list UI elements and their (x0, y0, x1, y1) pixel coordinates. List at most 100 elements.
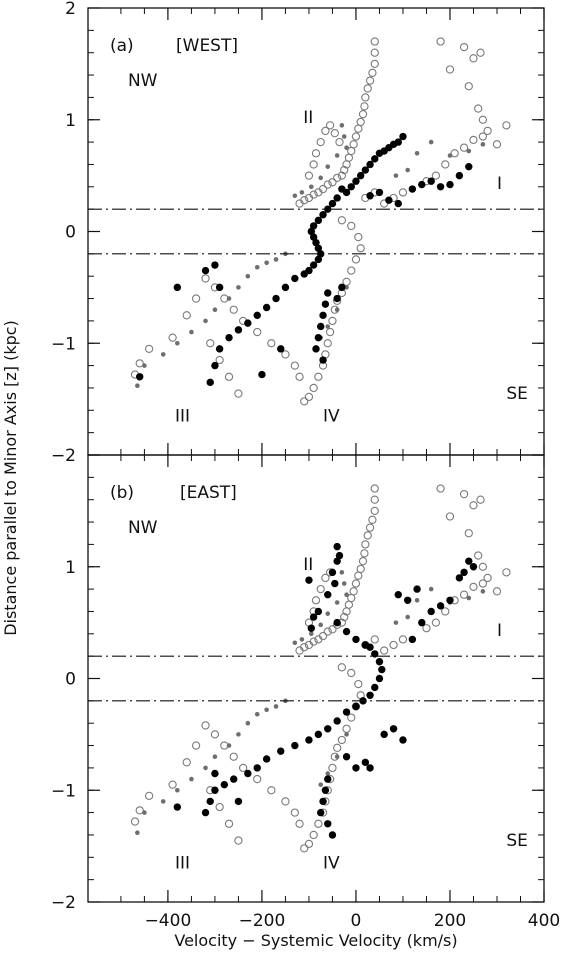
black-dot-point (375, 188, 384, 197)
black-dot-point (403, 596, 412, 604)
gray-dot-point (273, 704, 279, 709)
open-circle-point (450, 149, 459, 158)
open-circle-point (344, 153, 354, 162)
open-circle-point (304, 640, 314, 650)
open-circle-point (476, 48, 485, 57)
black-dot-point (314, 216, 323, 225)
gray-dot-point (405, 167, 410, 173)
y-tick-label: 0 (65, 670, 76, 690)
open-circle-point (459, 143, 469, 152)
black-dot-point (465, 557, 473, 565)
open-circle-point (474, 104, 483, 113)
open-circle-point (358, 110, 368, 119)
black-dot-point (342, 753, 351, 761)
black-dot-point (324, 820, 332, 828)
black-dot-point (347, 183, 355, 191)
open-circle-point (370, 37, 379, 46)
region-label: SE (506, 384, 528, 404)
black-dot-point (281, 283, 290, 292)
black-dot-point (378, 665, 386, 674)
black-dot-point (211, 261, 219, 269)
y-tick-label: −1 (51, 781, 76, 801)
open-circle-point (370, 495, 379, 504)
x-tick-label: −200 (239, 911, 286, 931)
black-dot-point (314, 730, 323, 739)
open-circle-point (295, 199, 304, 208)
gray-dot-point (254, 264, 260, 270)
black-dot-point (307, 624, 315, 632)
open-circle-point (459, 489, 469, 499)
black-dot-point (342, 627, 351, 636)
open-circle-point (295, 372, 304, 381)
black-dot-point (366, 160, 374, 169)
region-label: IV (323, 406, 340, 426)
region-label: IV (323, 853, 340, 873)
region-label: II (303, 108, 313, 128)
open-circle-point (422, 624, 431, 633)
open-circle-point (314, 188, 323, 197)
black-dot-point (361, 166, 370, 174)
open-circle-point (311, 596, 321, 605)
y-tick-label: −2 (51, 893, 76, 913)
open-circle-point (370, 635, 379, 644)
open-circle-point (300, 844, 309, 853)
open-circle-point (321, 573, 330, 583)
open-circle-point (342, 160, 351, 169)
open-circle-point (234, 389, 243, 398)
black-dot-point (201, 266, 210, 275)
x-axis-title: Velocity − Systemic Velocity (km/s) (174, 931, 457, 950)
black-dot-point (258, 370, 266, 379)
open-circle-point (464, 529, 473, 538)
black-dot-point (328, 568, 337, 577)
region-label: NW (128, 71, 158, 91)
open-circle-point (335, 137, 344, 147)
open-circle-point (380, 646, 389, 655)
black-dot-point (314, 333, 323, 342)
open-circle-point (253, 774, 262, 784)
open-circle-point (135, 806, 144, 815)
gray-dot-point (245, 720, 251, 726)
open-circle-point (267, 339, 276, 348)
black-dot-point (211, 361, 219, 370)
black-dot-point (324, 725, 332, 733)
open-circle-point (361, 93, 370, 102)
open-circle-point (210, 730, 220, 739)
black-dot-point (366, 192, 374, 200)
open-circle-point (309, 383, 318, 393)
open-circle-point (191, 741, 201, 750)
gray-dot-point (318, 782, 324, 787)
x-tick-label: −400 (145, 911, 192, 931)
black-dot-point (385, 196, 393, 204)
open-circle-point (333, 743, 342, 752)
gray-dot-point (226, 743, 232, 748)
open-circle-point (304, 171, 314, 180)
black-dot-point (333, 618, 341, 627)
open-circle-point (363, 531, 372, 540)
black-dot-point (328, 831, 337, 839)
gray-dot-point (466, 595, 472, 601)
open-circle-point (144, 344, 154, 353)
black-dot-point (436, 602, 445, 610)
black-dot-point (465, 162, 473, 171)
gray-dot-point (212, 307, 218, 313)
open-circle-point (290, 361, 299, 370)
open-circle-point (314, 819, 323, 828)
gray-dot-point (160, 799, 166, 804)
black-dot-point (272, 294, 280, 303)
open-circle-point (436, 484, 445, 493)
open-circle-point (206, 339, 215, 348)
gray-dot-point (325, 164, 331, 169)
open-circle-point (191, 294, 201, 303)
gray-dot-point (189, 329, 194, 335)
open-circle-point (431, 171, 441, 180)
black-dot-point (418, 618, 426, 627)
black-dot-point (371, 683, 379, 692)
open-circle-point (224, 819, 234, 828)
black-dot-point (321, 786, 330, 794)
gray-dot-point (318, 622, 324, 628)
gray-dot-point (292, 640, 298, 646)
black-dot-point (352, 764, 360, 772)
axes: −2 −1 0 1 −400 −200 0 200 400 (51, 454, 560, 931)
open-circle-point (347, 668, 356, 678)
